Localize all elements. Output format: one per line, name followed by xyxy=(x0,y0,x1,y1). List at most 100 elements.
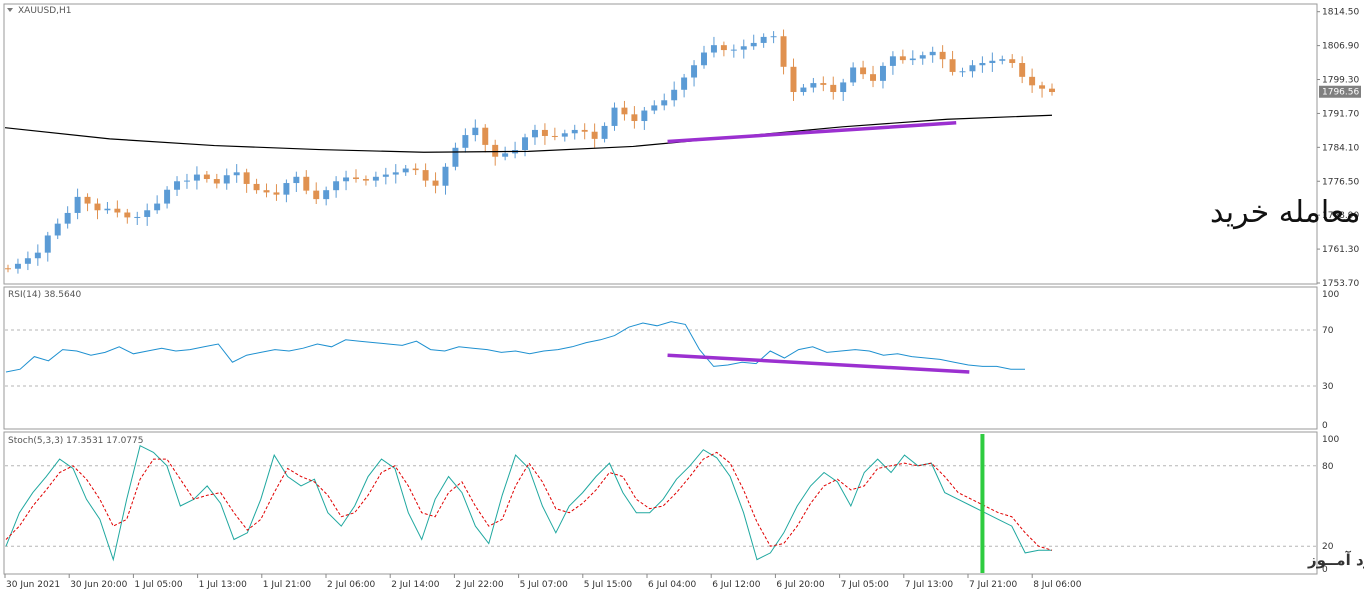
trade-annotation: معامله خرید xyxy=(1210,195,1361,230)
time-tick-label: 2 Jul 22:00 xyxy=(455,580,504,590)
rsi-tick-label: 70 xyxy=(1322,326,1334,336)
candle-body xyxy=(830,84,837,93)
candle-body xyxy=(979,63,986,66)
axis-layer: 1814.50 1806.90 1799.30 1791.70 1784.10 1776.… xyxy=(4,8,1361,590)
candle-body xyxy=(203,174,210,180)
candle-body xyxy=(193,174,200,181)
candle-body xyxy=(959,71,966,73)
time-tick-label: 30 Jun 2021 xyxy=(6,580,60,590)
candle-body xyxy=(1029,76,1036,86)
candle-body xyxy=(601,125,608,139)
time-tick-label: 7 Jul 21:00 xyxy=(969,580,1018,590)
time-tick-label: 6 Jul 04:00 xyxy=(648,580,697,590)
stoch-main-line xyxy=(5,444,1052,562)
candle-body xyxy=(233,172,240,176)
candle-body xyxy=(899,56,906,61)
candle-body xyxy=(44,235,51,253)
candle-body xyxy=(1039,85,1046,89)
candle-body xyxy=(144,210,151,217)
candle-body xyxy=(472,127,479,136)
price-tick-label: 1768.90 xyxy=(1322,211,1359,221)
candle-body xyxy=(14,263,21,269)
moving-average-line xyxy=(4,114,1053,153)
candle-body xyxy=(730,49,737,51)
candle-body xyxy=(54,223,61,236)
current-price-tag xyxy=(1319,85,1361,98)
candle-body xyxy=(213,179,220,184)
candle-body xyxy=(770,36,777,38)
candle-body xyxy=(691,65,698,78)
price-tick-label: 1753.70 xyxy=(1322,279,1359,289)
price-tick-label: 1776.50 xyxy=(1322,177,1359,187)
candle-body xyxy=(531,129,538,138)
stoch-tick-label: 80 xyxy=(1322,462,1334,472)
candle-body xyxy=(243,172,250,184)
candle-body xyxy=(492,144,499,157)
candle-body xyxy=(134,216,141,218)
time-tick-label: 2 Jul 14:00 xyxy=(391,580,440,590)
candle-body xyxy=(651,105,658,111)
candle-body xyxy=(353,177,359,180)
candle-body xyxy=(432,180,439,186)
candle-body xyxy=(701,52,707,66)
time-tick-label: 6 Jul 12:00 xyxy=(712,580,761,590)
candle-body xyxy=(720,45,727,51)
candle-body xyxy=(183,180,190,182)
time-tick-label: 1 Jul 13:00 xyxy=(199,580,248,590)
candle-body xyxy=(631,114,638,122)
candle-body xyxy=(372,176,379,181)
stoch-layer xyxy=(5,434,1316,573)
time-tick-label: 2 Jul 06:00 xyxy=(327,580,376,590)
candle-body xyxy=(164,189,171,204)
candle-body xyxy=(64,212,71,224)
candle-body xyxy=(402,168,409,173)
candle-body xyxy=(323,190,330,200)
price-tick-label: 1799.30 xyxy=(1322,76,1359,86)
rsi-tick-label: 30 xyxy=(1322,382,1334,392)
candle-body xyxy=(422,170,429,181)
candle-body xyxy=(909,58,916,61)
time-tick-label: 1 Jul 21:00 xyxy=(263,580,312,590)
candle-body xyxy=(333,181,340,191)
candle-body xyxy=(641,110,648,122)
dropdown-triangle-icon[interactable] xyxy=(7,8,13,12)
candle-body xyxy=(989,60,996,64)
candle-body xyxy=(303,176,310,191)
candle-body xyxy=(621,107,628,115)
candle-body xyxy=(561,133,568,137)
candle-body xyxy=(313,190,320,200)
time-tick-label: 8 Jul 06:00 xyxy=(1033,580,1082,590)
time-tick-label: 7 Jul 13:00 xyxy=(905,580,954,590)
candle-body xyxy=(442,166,449,186)
candle-body xyxy=(482,127,489,145)
stoch-label: Stoch(5,3,3) 17.3531 17.0775 xyxy=(8,436,143,446)
time-tick-label: 6 Jul 20:00 xyxy=(776,580,825,590)
stoch-panel[interactable] xyxy=(3,431,1318,575)
candle-body xyxy=(710,45,717,53)
candle-body xyxy=(343,177,350,182)
price-tick-label: 1814.50 xyxy=(1322,8,1359,18)
rsi-label: RSI(14) 38.5640 xyxy=(8,290,81,300)
candle-body xyxy=(114,208,121,213)
candle-body xyxy=(104,208,111,211)
candle-body xyxy=(949,59,956,72)
candle-body xyxy=(1009,59,1016,64)
candle-body xyxy=(800,87,807,93)
candle-body xyxy=(671,89,678,101)
candle-body xyxy=(94,203,101,211)
candle-body xyxy=(879,65,886,81)
candle-body xyxy=(581,129,588,132)
candle-body xyxy=(541,129,548,136)
time-tick-label: 7 Jul 05:00 xyxy=(841,580,890,590)
candle-body xyxy=(820,83,827,85)
candle-body xyxy=(750,42,757,47)
candle-body xyxy=(154,203,161,211)
symbol-label: XAUUSD,H1 xyxy=(18,6,72,16)
candle-body xyxy=(969,65,976,72)
time-tick-label: 30 Jun 20:00 xyxy=(70,580,127,590)
candle-body xyxy=(860,67,867,75)
rsi-panel[interactable] xyxy=(3,286,1318,430)
rsi-layer xyxy=(5,321,1316,387)
candle-body xyxy=(74,196,81,213)
